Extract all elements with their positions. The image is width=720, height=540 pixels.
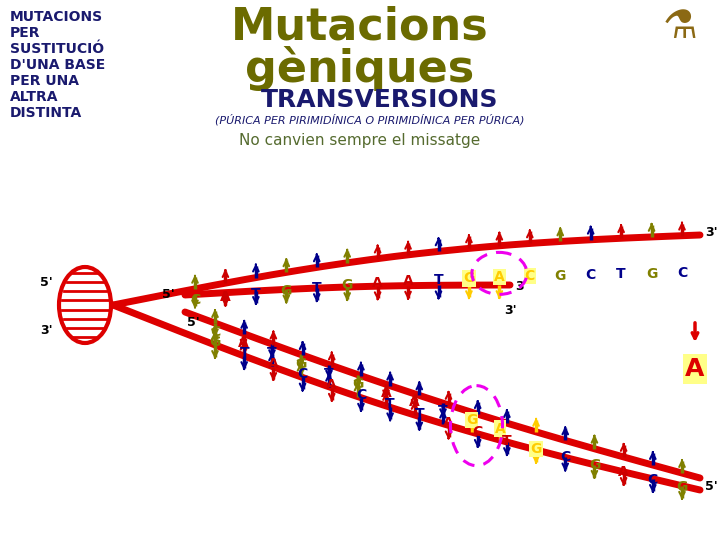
Text: T: T: [251, 287, 261, 301]
Text: A: A: [268, 357, 279, 371]
Text: D'UNA BASE: D'UNA BASE: [10, 58, 105, 72]
Text: PER: PER: [10, 26, 40, 40]
Text: T: T: [415, 407, 424, 421]
Text: ALTRA: ALTRA: [10, 90, 58, 104]
Text: G: G: [676, 481, 688, 495]
Text: SUSTITUCIÓ: SUSTITUCIÓ: [10, 42, 104, 56]
Text: A: A: [220, 290, 231, 304]
Text: gèniques: gèniques: [246, 46, 474, 91]
Text: 3': 3': [705, 226, 718, 239]
Text: C: C: [648, 473, 658, 487]
Text: T: T: [324, 367, 334, 381]
Text: A: A: [238, 336, 249, 350]
Text: A: A: [685, 357, 705, 381]
Text: C: C: [677, 266, 687, 280]
Text: G: G: [294, 356, 306, 370]
Text: 5': 5': [187, 316, 200, 329]
Text: A: A: [409, 395, 420, 409]
Text: A: A: [381, 386, 392, 400]
Text: T: T: [616, 267, 626, 281]
Text: A: A: [494, 271, 505, 284]
Text: G: G: [281, 284, 292, 298]
Text: MUTACIONS: MUTACIONS: [10, 10, 103, 24]
Text: C: C: [190, 293, 200, 307]
Text: 5': 5': [162, 288, 175, 301]
Text: 3': 3': [40, 323, 53, 336]
Text: C: C: [585, 268, 596, 282]
Text: C: C: [297, 367, 307, 381]
Text: ⚗: ⚗: [662, 8, 698, 46]
Text: 5': 5': [40, 275, 53, 288]
Text: 3': 3': [515, 280, 528, 293]
Text: G: G: [466, 413, 477, 427]
Text: 3': 3': [504, 303, 517, 316]
Text: A: A: [372, 276, 383, 290]
Text: G: G: [210, 335, 221, 349]
Text: A: A: [402, 274, 413, 288]
Text: A: A: [618, 465, 629, 480]
Text: T: T: [385, 397, 395, 411]
Text: TRANSVERSIONS: TRANSVERSIONS: [261, 88, 499, 112]
Text: G: G: [463, 272, 474, 286]
Text: G: G: [531, 442, 541, 456]
Text: A: A: [326, 377, 337, 392]
Text: T: T: [239, 346, 249, 360]
Text: G: G: [341, 278, 353, 292]
Text: G: G: [554, 268, 566, 282]
Text: G: G: [589, 458, 600, 472]
Text: A: A: [495, 422, 505, 436]
Text: G: G: [352, 376, 363, 390]
Text: G: G: [646, 267, 657, 281]
Text: PER UNA: PER UNA: [10, 74, 79, 88]
Text: T: T: [502, 434, 512, 448]
Text: T: T: [433, 273, 444, 287]
Text: C: C: [560, 450, 570, 464]
Text: T: T: [312, 281, 322, 295]
Text: No canvien sempre el missatge: No canvien sempre el missatge: [239, 133, 481, 148]
Text: T: T: [267, 346, 276, 360]
Text: C: C: [472, 425, 483, 439]
Text: T: T: [438, 404, 448, 418]
Text: Mutacions: Mutacions: [231, 6, 489, 49]
Text: A: A: [443, 416, 454, 430]
Text: DISTINTA: DISTINTA: [10, 106, 82, 120]
Text: 5': 5': [705, 481, 718, 494]
Text: C: C: [356, 388, 366, 402]
Text: C: C: [210, 325, 220, 339]
Text: C: C: [525, 269, 535, 284]
Text: (PÚRICA PER PIRIMIDÍNICA O PIRIMIDÍNICA PER PÚRICA): (PÚRICA PER PIRIMIDÍNICA O PIRIMIDÍNICA …: [215, 114, 525, 125]
